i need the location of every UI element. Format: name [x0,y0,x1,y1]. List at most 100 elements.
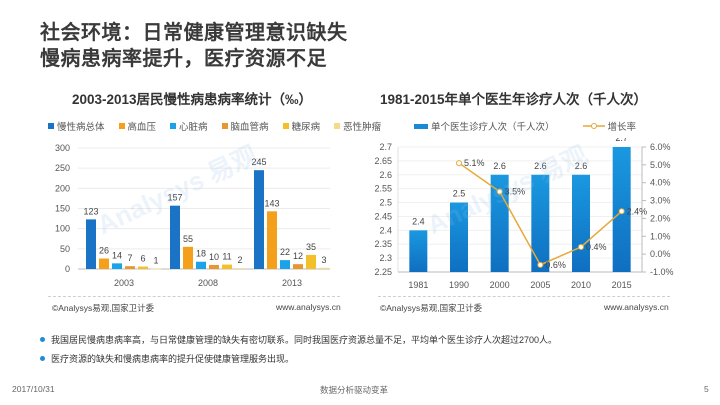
bullet-list: 我国居民慢病患病率高，与日常健康管理的缺失有密切联系。同时我国医疗资源总量不足，… [40,333,557,371]
y-left-tick-label: 2.7 [379,142,392,152]
page-title-line2: 慢病患病率提升，医疗资源不足 [40,48,327,70]
data-label: 245 [251,157,266,167]
left-chart-title: 2003-2013居民慢性病患病率统计（‰） [72,92,313,107]
line-data-label: 2.4% [627,206,648,216]
bar [409,230,428,272]
bar [99,258,109,269]
x-tick-label: 1981 [408,280,428,290]
bar-data-label: 2.6 [493,161,506,171]
legend-label: 单个医生诊疗人次（千人次） [431,122,555,133]
page-title-line1: 社会环境：日常健康管理意识缺失 [40,22,348,44]
legend-item: 单个医生诊疗人次（千人次） [414,119,555,133]
line-data-label: 5.1% [464,158,485,168]
bar [183,246,193,269]
x-tick-label: 2010 [571,280,591,290]
data-label: 35 [306,242,316,252]
bar [306,254,316,269]
y-left-tick-label: 2.3 [379,253,392,263]
x-tick-label: 2003 [114,278,134,288]
bar [112,263,122,269]
data-label: 143 [264,198,279,208]
y-tick-label: 50 [60,244,70,254]
x-tick-label: 2015 [612,280,632,290]
legend-item: 脑血管病 [221,119,269,133]
left-chart-legend: 慢性病总体 高血压 心脏病 脑血管病 糖尿病 恶性肿瘤 [48,119,381,133]
bar [280,260,290,269]
left-chart-divider [48,296,340,297]
line-data-label: 0.4% [586,242,607,252]
line-point [496,188,503,195]
legend-swatch-icon [170,123,177,129]
data-label: 7 [127,253,132,263]
bar [138,266,148,269]
bar [86,219,96,269]
y-tick-label: 300 [55,143,70,153]
x-tick-label: 2005 [530,280,550,290]
bar [293,264,303,269]
y-left-tick-label: 2.5 [379,198,392,208]
legend-bar-swatch-icon [414,123,428,129]
legend-swatch-icon [221,123,228,129]
y-left-tick-label: 2.35 [374,239,392,249]
bar [572,174,590,272]
footer-center: 数据分析驱动变革 [320,385,389,395]
legend-label: 心脏病 [179,122,208,133]
y-tick-label: 0 [65,264,70,274]
right-chart-divider [378,296,670,297]
bar [235,268,245,269]
right-chart-title: 1981-2015年单个医生年诊疗人次（千人次） [380,92,648,107]
left-chart-source: ©Analysys易观,国家卫计委 [52,303,155,313]
left-chart-url: www.analysys.cn [276,302,341,312]
bar-data-label: 2.4 [412,216,425,226]
y-left-tick-label: 2.6 [379,170,392,180]
bar [222,264,232,269]
bar [125,266,135,269]
line-point [618,208,625,215]
x-tick-label: 2013 [282,278,302,288]
data-label: 10 [209,252,219,262]
legend-item: 糖尿病 [282,119,321,133]
y-left-tick-label: 2.4 [379,225,392,235]
y-right-tick-label: 3.0% [650,196,671,206]
bullet-item: 我国居民慢病患病率高，与日常健康管理的缺失有密切联系。同时我国医疗资源总量不足，… [40,333,557,346]
y-right-tick-label: 0.0% [650,249,671,259]
y-left-tick-label: 2.25 [374,267,392,277]
y-tick-label: 200 [55,183,70,193]
bullet-dot-icon [40,337,45,342]
data-label: 14 [112,250,122,260]
legend-label: 糖尿病 [291,122,321,133]
bullet-item: 医疗资源的缺失和慢病患病率的提升促使健康管理服务出现。 [40,352,557,365]
x-tick-label: 2008 [198,278,218,288]
bar [170,205,180,269]
bar-data-label: 2.6 [575,161,588,171]
y-left-tick-label: 2.55 [374,184,392,194]
legend-swatch-icon [282,123,289,129]
bar [267,211,277,269]
bar [151,268,161,270]
bar [254,170,264,269]
footer-date: 2017/10/31 [12,384,55,394]
bar [531,174,550,272]
y-left-tick-label: 2.45 [374,211,392,221]
legend-label: 恶性肿瘤 [343,122,382,133]
data-label: 1 [153,256,158,266]
legend-label: 增长率 [607,122,637,133]
bullet-dot-icon [40,356,45,361]
legend-swatch-icon [48,123,54,129]
data-label: 123 [83,206,98,216]
bar [450,202,468,272]
page-title: 社会环境：日常健康管理意识缺失 慢病患病率提升，医疗资源不足 [40,20,348,72]
y-right-tick-label: -1.0% [650,267,674,277]
line-data-label: 0.6% [545,260,566,270]
y-right-tick-label: 2.0% [650,213,671,223]
x-tick-label: 1990 [449,280,469,290]
right-chart-url: www.analysys.cn [604,302,669,312]
footer-page-number: 5 [704,384,709,394]
legend-label: 慢性病总体 [57,122,105,133]
data-label: 55 [183,234,193,244]
legend-item: 增长率 [582,119,637,133]
data-label: 26 [99,246,109,256]
y-tick-label: 150 [55,204,70,214]
data-label: 18 [196,249,206,259]
